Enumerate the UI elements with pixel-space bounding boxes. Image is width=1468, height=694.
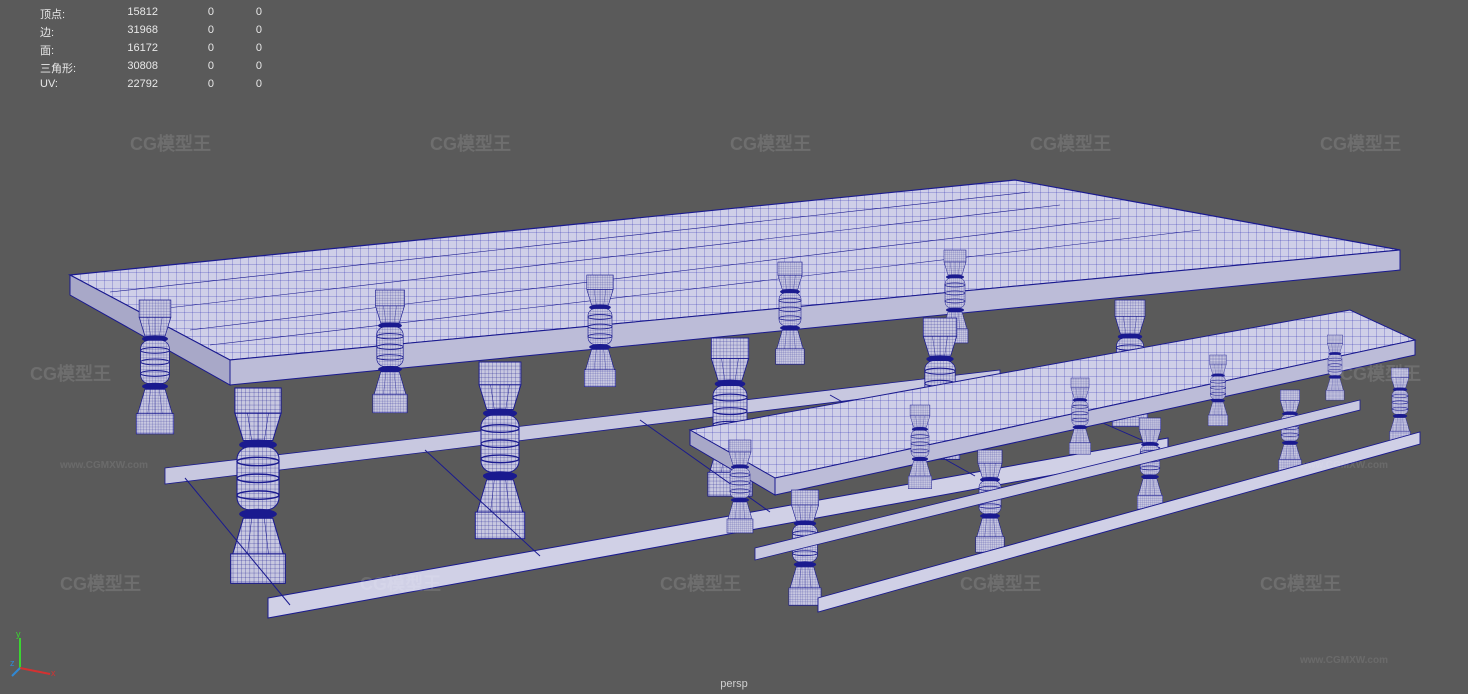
axis-y-label: y: [16, 630, 21, 639]
hud-label: 三角形:: [40, 60, 94, 76]
camera-name-label: persp: [720, 678, 748, 690]
scene-3d-wireframe[interactable]: [0, 0, 1468, 694]
hud-value: 22792: [94, 78, 158, 90]
hud-label: 顶点:: [40, 6, 94, 22]
hud-value: 0: [214, 6, 262, 22]
hud-row-faces: 面: 16172 0 0: [40, 42, 262, 58]
hud-value: 0: [214, 60, 262, 76]
hud-label: 边:: [40, 24, 94, 40]
hud-value: 0: [158, 60, 214, 76]
hud-value: 0: [214, 78, 262, 90]
hud-row-tris: 三角形: 30808 0 0: [40, 60, 262, 76]
hud-value: 0: [214, 42, 262, 58]
hud-value: 0: [214, 24, 262, 40]
axis-z-label: z: [10, 658, 15, 668]
hud-row-uv: UV: 22792 0 0: [40, 78, 262, 90]
axis-x-label: x: [51, 668, 56, 678]
hud-label: UV:: [40, 78, 94, 90]
hud-value: 30808: [94, 60, 158, 76]
hud-row-verts: 顶点: 15812 0 0: [40, 6, 262, 22]
hud-label: 面:: [40, 42, 94, 58]
hud-value: 16172: [94, 42, 158, 58]
hud-value: 0: [158, 6, 214, 22]
hud-row-edges: 边: 31968 0 0: [40, 24, 262, 40]
polycount-hud: 顶点: 15812 0 0 边: 31968 0 0 面: 16172 0 0 …: [40, 6, 262, 92]
hud-value: 0: [158, 42, 214, 58]
hud-value: 15812: [94, 6, 158, 22]
axis-gizmo[interactable]: y x z: [10, 630, 58, 678]
hud-value: 0: [158, 78, 214, 90]
viewport[interactable]: 顶点: 15812 0 0 边: 31968 0 0 面: 16172 0 0 …: [0, 0, 1468, 694]
hud-value: 31968: [94, 24, 158, 40]
hud-value: 0: [158, 24, 214, 40]
